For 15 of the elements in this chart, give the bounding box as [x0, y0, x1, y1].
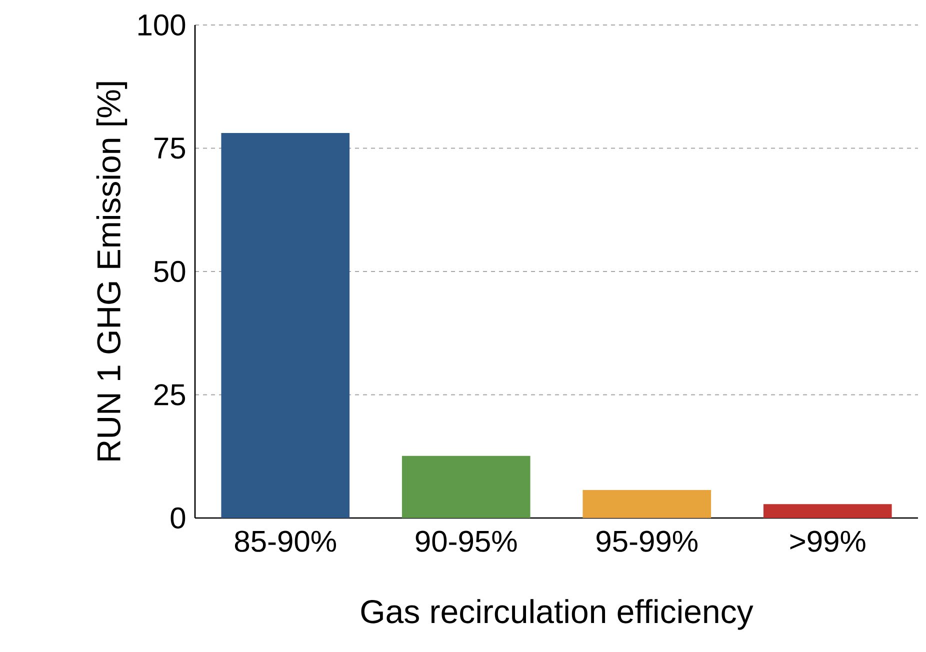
x-axis-title: Gas recirculation efficiency: [361, 599, 754, 630]
y-axis-title: RUN 1 GHG Emission [%]: [96, 82, 128, 460]
y-tick-label: 100: [138, 14, 186, 36]
y-tick-label: 75: [154, 138, 186, 159]
bar: [221, 132, 350, 518]
x-tick-label: 95-99%: [596, 530, 698, 552]
x-tick-label: 85-90%: [234, 530, 336, 552]
bar: [582, 490, 712, 518]
x-tick-label: 90-95%: [416, 530, 517, 552]
bar: [402, 456, 530, 518]
y-tick-label: 0: [170, 507, 186, 529]
x-tick-label: >99%: [790, 530, 866, 552]
y-tick-label: 50: [154, 260, 186, 282]
y-tick-label: 25: [154, 384, 186, 406]
bar: [763, 504, 892, 518]
